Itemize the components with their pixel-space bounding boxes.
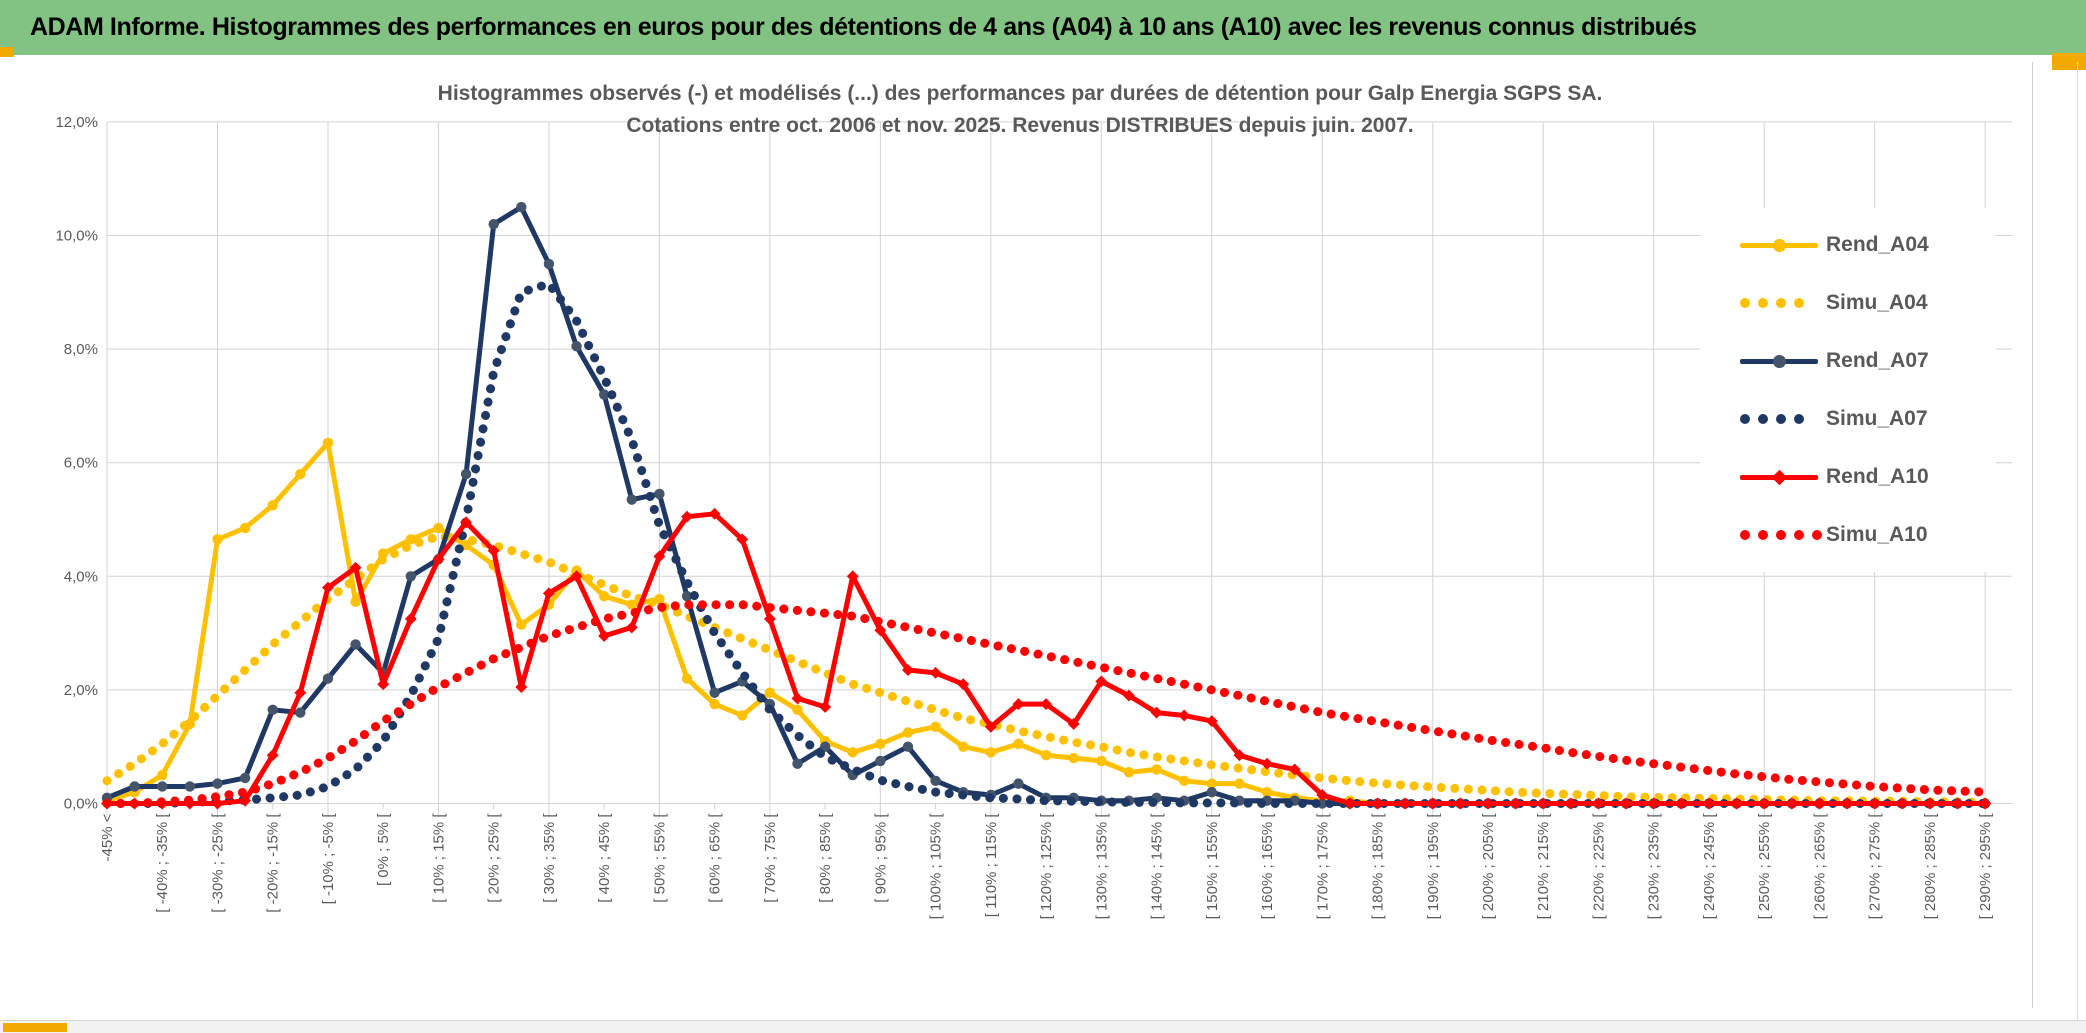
header-accent-left [0, 47, 14, 57]
header-accent-right [2052, 53, 2086, 70]
svg-text:[ 70% ; 75% [: [ 70% ; 75% [ [762, 813, 779, 903]
chart-legend: Rend_A04 Simu_A04 Rend_A07 Simu_A07 Rend_A10… [1700, 208, 1996, 572]
chart-object[interactable]: 0,0% 2,0% 4,0% 6,0% 8,0% 10,0% 12,0% -45% < [ -4… [8, 62, 2033, 1008]
svg-text:10,0%: 10,0% [55, 228, 98, 245]
legend-solid-line-icon [1740, 354, 1818, 368]
svg-text:[ 220% ; 225% [: [ 220% ; 225% [ [1590, 813, 1607, 920]
legend-label: Simu_A04 [1826, 291, 1928, 314]
legend-label: Rend_A07 [1826, 349, 1929, 372]
legend-label: Simu_A07 [1826, 407, 1928, 430]
svg-text:[ -10% ; -5% [: [ -10% ; -5% [ [320, 813, 337, 905]
svg-text:[ 250% ; 255% [: [ 250% ; 255% [ [1756, 813, 1773, 920]
series-Simu_A04 [102, 531, 1990, 807]
svg-text:[ 30% ; 35% [: [ 30% ; 35% [ [541, 813, 558, 903]
y-axis-labels: 0,0% 2,0% 4,0% 6,0% 8,0% 10,0% 12,0% [55, 114, 98, 813]
svg-text:-45% <: -45% < [99, 813, 116, 861]
svg-text:6,0%: 6,0% [64, 455, 98, 472]
chart-title-line2: Cotations entre oct. 2006 et nov. 2025. … [626, 114, 1414, 137]
svg-text:[ 180% ; 185% [: [ 180% ; 185% [ [1370, 813, 1387, 920]
svg-text:[ 210% ; 215% [: [ 210% ; 215% [ [1535, 813, 1552, 920]
svg-text:[ 130% ; 135% [: [ 130% ; 135% [ [1093, 813, 1110, 920]
svg-text:[ -20% ; -15% [: [ -20% ; -15% [ [265, 813, 282, 913]
svg-text:[ 110% ; 115% [: [ 110% ; 115% [ [983, 813, 1000, 918]
legend-dotted-line-icon [1740, 298, 1818, 308]
svg-text:[ 290% ; 295% [: [ 290% ; 295% [ [1977, 813, 1994, 920]
svg-text:[ 10% ; 15% [: [ 10% ; 15% [ [430, 813, 447, 903]
svg-text:[ 150% ; 155% [: [ 150% ; 155% [ [1204, 813, 1221, 920]
window-right-edge [2077, 62, 2078, 1020]
svg-text:[ 270% ; 275% [: [ 270% ; 275% [ [1867, 813, 1884, 920]
chart-canvas: 0,0% 2,0% 4,0% 6,0% 8,0% 10,0% 12,0% -45% < [ -4… [55, 114, 2012, 920]
svg-text:[ 190% ; 195% [: [ 190% ; 195% [ [1425, 813, 1442, 920]
svg-text:[ 200% ; 205% [: [ 200% ; 205% [ [1480, 813, 1497, 920]
horizontal-scrollbar[interactable] [0, 1020, 2086, 1033]
svg-text:[ 40% ; 45% [: [ 40% ; 45% [ [596, 813, 613, 903]
svg-text:[ 20% ; 25% [: [ 20% ; 25% [ [486, 813, 503, 903]
series-Simu_A10 [102, 600, 1990, 808]
svg-text:[ 60% ; 65% [: [ 60% ; 65% [ [707, 813, 724, 903]
svg-text:[ 230% ; 235% [: [ 230% ; 235% [ [1646, 813, 1663, 920]
chart-title: Histogrammes observés (-) et modélisés (… [8, 78, 2032, 142]
svg-text:[ 260% ; 265% [: [ 260% ; 265% [ [1811, 813, 1828, 920]
scrollbar-thumb[interactable] [3, 1023, 67, 1032]
svg-text:[ 90% ; 95% [: [ 90% ; 95% [ [872, 813, 889, 903]
svg-text:[ 50% ; 55% [: [ 50% ; 55% [ [651, 813, 668, 903]
svg-text:0,0%: 0,0% [64, 796, 98, 813]
svg-text:[ 100% ; 105% [: [ 100% ; 105% [ [928, 813, 945, 920]
legend-solid-line-icon [1740, 238, 1818, 252]
svg-text:[ 140% ; 145% [: [ 140% ; 145% [ [1149, 813, 1166, 920]
legend-item-Simu_A04[interactable]: Simu_A04 [1700, 274, 1996, 332]
svg-text:2,0%: 2,0% [64, 682, 98, 699]
svg-text:[ 160% ; 165% [: [ 160% ; 165% [ [1259, 813, 1276, 920]
legend-item-Rend_A10[interactable]: Rend_A10 [1700, 448, 1996, 506]
legend-label: Simu_A10 [1826, 523, 1928, 546]
page-title: ADAM Informe. Histogrammes des performan… [30, 13, 1697, 41]
svg-text:[ 280% ; 285% [: [ 280% ; 285% [ [1922, 813, 1939, 920]
legend-label: Rend_A10 [1826, 465, 1929, 488]
svg-text:[ 0% ; 5% [: [ 0% ; 5% [ [375, 813, 392, 886]
svg-text:[ 80% ; 85% [: [ 80% ; 85% [ [817, 813, 834, 903]
x-axis-labels: -45% < [ -40% ; -35% [ [ -30% ; -25% [ [ -2… [99, 813, 1994, 920]
legend-dotted-line-icon [1740, 530, 1822, 540]
svg-text:[ -30% ; -25% [: [ -30% ; -25% [ [209, 813, 226, 913]
legend-dotted-line-icon [1740, 414, 1818, 424]
svg-text:[ 170% ; 175% [: [ 170% ; 175% [ [1314, 813, 1331, 920]
legend-solid-line-icon [1740, 469, 1818, 485]
svg-text:[ 120% ; 125% [: [ 120% ; 125% [ [1038, 813, 1055, 920]
svg-text:12,0%: 12,0% [55, 114, 98, 131]
legend-item-Rend_A04[interactable]: Rend_A04 [1700, 216, 1996, 274]
svg-text:8,0%: 8,0% [64, 341, 98, 358]
svg-text:[ 240% ; 245% [: [ 240% ; 245% [ [1701, 813, 1718, 920]
chart-title-line1: Histogrammes observés (-) et modélisés (… [437, 82, 1603, 105]
header-bar: ADAM Informe. Histogrammes des performan… [0, 0, 2086, 55]
svg-text:[ -40% ; -35% [: [ -40% ; -35% [ [154, 813, 171, 913]
legend-item-Rend_A07[interactable]: Rend_A07 [1700, 332, 1996, 390]
legend-item-Simu_A10[interactable]: Simu_A10 [1700, 506, 1996, 564]
legend-item-Simu_A07[interactable]: Simu_A07 [1700, 390, 1996, 448]
legend-label: Rend_A04 [1826, 233, 1929, 256]
svg-text:4,0%: 4,0% [64, 568, 98, 585]
